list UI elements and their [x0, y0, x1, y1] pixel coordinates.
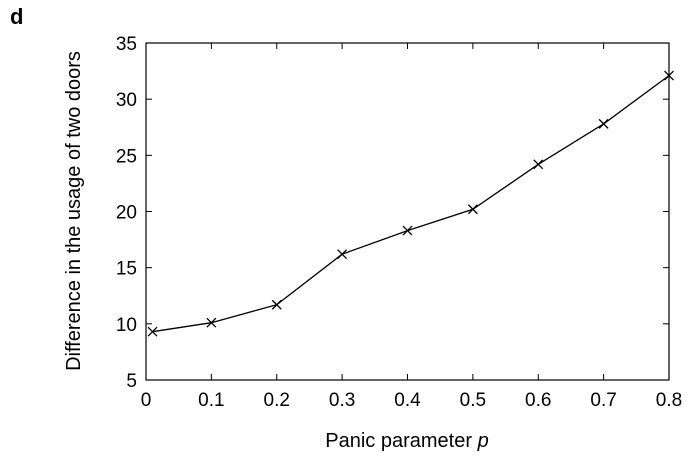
- y-tick-label: 10: [116, 315, 137, 336]
- x-tick-label: 0.4: [394, 390, 421, 411]
- data-point: [533, 159, 544, 170]
- x-tick-label: 0.8: [656, 390, 682, 411]
- x-tick-label: 0.2: [264, 390, 290, 411]
- x-axis-title-text: Panic parameter: [325, 430, 472, 452]
- data-point: [467, 204, 478, 215]
- x-tick-label: 0.1: [198, 390, 224, 411]
- x-tick-label: 0.6: [525, 390, 551, 411]
- y-tick-label: 5: [126, 371, 137, 392]
- data-point: [337, 249, 348, 260]
- x-tick-label: 0: [141, 390, 152, 411]
- tick-labels: 0 0.1 0.2 0.3 0.4 0.5 0.6 0.7 0.8 5 10 15 20 25 30 35: [116, 34, 682, 411]
- x-axis-title: Panic parameter p: [325, 430, 488, 452]
- data-point: [402, 225, 413, 236]
- y-tick-label: 15: [116, 259, 137, 280]
- y-tick-label: 30: [116, 90, 137, 111]
- y-tick-label: 25: [116, 146, 137, 167]
- data-point: [147, 326, 158, 337]
- data-point: [598, 118, 609, 129]
- series-markers: [147, 70, 674, 337]
- series-line: [152, 75, 670, 333]
- y-tick-label: 20: [116, 203, 137, 224]
- x-tick-label: 0.3: [329, 390, 355, 411]
- data-point: [664, 70, 674, 81]
- x-axis-title-variable: p: [477, 430, 489, 452]
- data-point: [206, 317, 217, 328]
- plot-frame: [145, 42, 670, 381]
- y-axis-title: Difference in the usage of two doors: [63, 51, 85, 371]
- axis-ticks: [145, 42, 670, 381]
- y-tick-label: 35: [116, 34, 137, 55]
- data-point: [271, 299, 282, 310]
- panel-label: d: [10, 4, 24, 29]
- x-tick-label: 0.5: [460, 390, 486, 411]
- x-tick-label: 0.7: [590, 390, 616, 411]
